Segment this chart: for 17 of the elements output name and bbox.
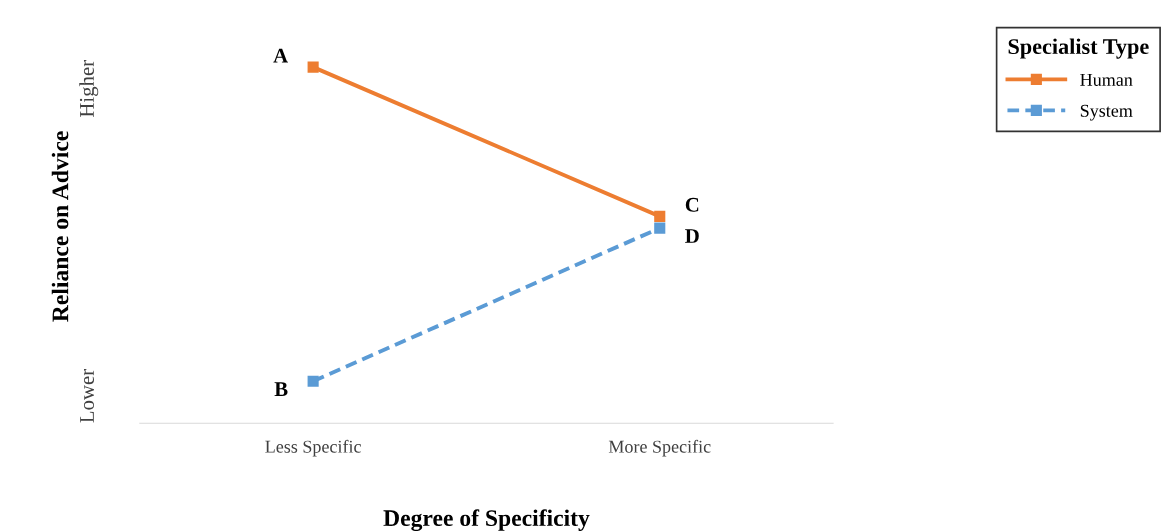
annotation: C	[685, 197, 699, 212]
text: Lower	[80, 369, 94, 423]
annotation: A	[273, 48, 288, 63]
x-axis-title: Degree of Specificity	[383, 509, 590, 531]
point	[654, 210, 666, 222]
point	[654, 222, 666, 234]
legend-label: Human	[1080, 73, 1133, 86]
y-axis-title: Reliance on Advice	[51, 131, 69, 322]
x-tick-label: More Specific	[608, 439, 711, 457]
text: Higher	[79, 60, 99, 118]
annotation: D	[685, 229, 699, 243]
point	[307, 375, 319, 387]
legend-label: System	[1080, 104, 1133, 121]
annotation: B	[274, 382, 288, 396]
point	[307, 61, 319, 73]
legend-title: Specialist Type	[1008, 38, 1149, 59]
x-tick-label: Less Specific	[265, 439, 361, 457]
